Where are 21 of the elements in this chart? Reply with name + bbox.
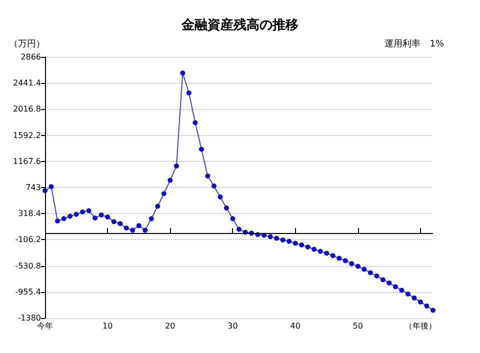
x-tick-label: 今年 bbox=[37, 322, 53, 330]
y-tick-label: 743 bbox=[26, 183, 41, 192]
y-axis-title: （万円） bbox=[9, 40, 45, 50]
y-tick-label: 1592.2 bbox=[13, 130, 41, 140]
y-tick-label: -106.2 bbox=[15, 235, 41, 244]
x-tick-label: 40 bbox=[290, 322, 300, 330]
chart-title: 金融資産残高の推移 bbox=[180, 17, 298, 33]
y-tick-label: 1167.6 bbox=[13, 156, 41, 166]
y-tick-label: 2866 bbox=[20, 52, 41, 62]
x-tick-label: 20 bbox=[165, 322, 176, 330]
y-tick-label: -955.4 bbox=[15, 287, 41, 296]
x-tick-label: 10 bbox=[102, 322, 113, 330]
y-tick-label: -530.8 bbox=[15, 261, 41, 270]
y-tick-label: 2016.8 bbox=[13, 104, 41, 114]
x-tick-label: 30 bbox=[228, 322, 238, 330]
text: 運用利率 1% bbox=[384, 38, 444, 50]
y-tick-label: -1380 bbox=[18, 314, 41, 322]
x-tick-label: （年後） bbox=[404, 322, 436, 330]
y-tick-label: 318.4 bbox=[18, 209, 41, 218]
y-tick-label: 2441.4 bbox=[13, 78, 41, 88]
x-tick-label: 50 bbox=[352, 322, 363, 330]
